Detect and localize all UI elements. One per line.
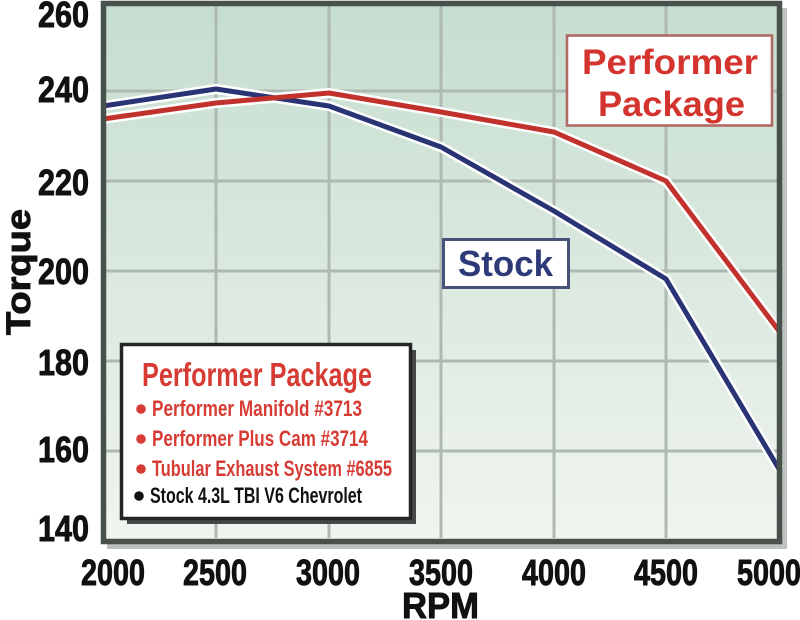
svg-text:3500: 3500 bbox=[409, 552, 473, 593]
svg-text:160: 160 bbox=[38, 429, 89, 470]
svg-text:3000: 3000 bbox=[296, 552, 360, 593]
svg-text:Stock: Stock bbox=[458, 243, 554, 284]
svg-text:Stock 4.3L TBI V6 Chevrolet: Stock 4.3L TBI V6 Chevrolet bbox=[150, 483, 362, 508]
svg-text:4000: 4000 bbox=[522, 552, 586, 593]
svg-text:2000: 2000 bbox=[81, 552, 145, 593]
svg-text:2500: 2500 bbox=[183, 552, 247, 593]
svg-text:Performer Manifold #3713: Performer Manifold #3713 bbox=[152, 396, 362, 421]
svg-text:260: 260 bbox=[38, 0, 89, 35]
svg-text:Performer: Performer bbox=[582, 43, 758, 82]
svg-text:240: 240 bbox=[38, 69, 89, 110]
svg-text:Torque: Torque bbox=[0, 209, 38, 335]
svg-text:220: 220 bbox=[38, 162, 89, 203]
svg-text:Performer Package: Performer Package bbox=[142, 356, 372, 393]
svg-text:180: 180 bbox=[38, 342, 89, 383]
svg-text:Performer Plus Cam #3714: Performer Plus Cam #3714 bbox=[152, 426, 368, 451]
svg-text:4500: 4500 bbox=[634, 552, 698, 593]
svg-text:200: 200 bbox=[38, 251, 89, 292]
svg-text:140: 140 bbox=[38, 508, 89, 549]
svg-text:5000: 5000 bbox=[737, 552, 800, 593]
svg-text:RPM: RPM bbox=[402, 585, 479, 620]
svg-text:Tubular Exhaust System #6855: Tubular Exhaust System #6855 bbox=[152, 456, 392, 481]
svg-text:Package: Package bbox=[598, 85, 745, 124]
